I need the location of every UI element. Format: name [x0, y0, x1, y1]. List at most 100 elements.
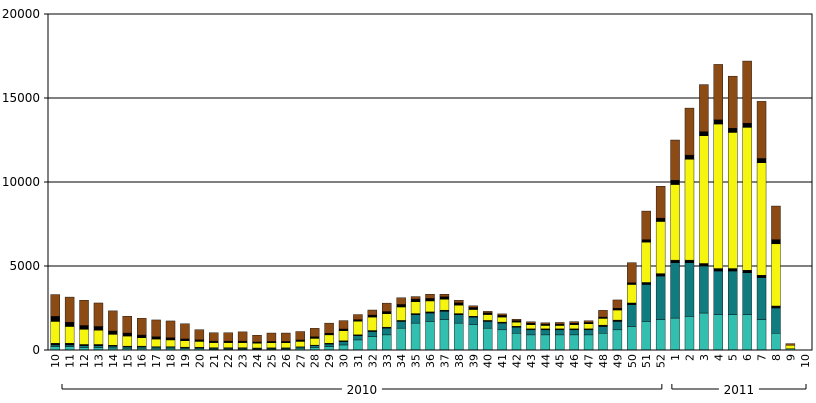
x-tick-label: 13	[92, 354, 105, 368]
bar-segment-s2	[497, 322, 507, 331]
bar-segment-s5	[713, 119, 723, 125]
x-tick-label: 3	[698, 354, 711, 361]
bar-segment-s2	[699, 265, 709, 314]
bar-segment-s5	[180, 338, 190, 341]
bar-segment-s1	[713, 314, 723, 351]
bar-segment-s5	[569, 323, 579, 325]
bar-segment-s4	[194, 341, 205, 348]
bar-segment-s2	[670, 262, 680, 319]
x-tick-label: 25	[265, 354, 278, 368]
y-tick-label: 5000	[9, 259, 40, 273]
bar-stack	[598, 310, 608, 351]
bar-segment-s4	[425, 300, 435, 313]
bar-segment-s2	[454, 314, 464, 324]
bar-stack	[79, 300, 89, 351]
bar-segment-s5	[151, 336, 161, 340]
bar-segment-s3	[699, 263, 709, 267]
bar-segment-s6	[468, 305, 478, 308]
bar-stack	[684, 107, 695, 351]
bar-segment-s3	[771, 305, 781, 309]
bar-segment-s4	[555, 325, 565, 330]
bar-segment-s5	[511, 320, 522, 323]
bar-segment-s4	[526, 324, 536, 330]
bar-segment-s1	[569, 334, 579, 351]
bar-segment-s1	[396, 327, 406, 351]
bar-segment-s5	[223, 340, 233, 343]
group-label-bg	[718, 381, 759, 397]
y-tick-label: 10000	[2, 175, 40, 189]
bar-segment-s5	[252, 341, 262, 344]
bar-segment-s2	[627, 304, 637, 327]
bar-segment-s3	[50, 343, 60, 346]
bar-stack	[93, 302, 104, 351]
bar-segment-s1	[50, 346, 60, 351]
bar-stack	[612, 299, 623, 351]
bar-segment-s5	[64, 322, 75, 327]
bar-segment-s6	[295, 331, 305, 341]
x-tick-label: 10	[49, 354, 62, 368]
bar-segment-s3	[93, 344, 104, 346]
bar-stack	[410, 296, 421, 351]
x-tick-label: 6	[741, 354, 754, 361]
bar-segment-s2	[64, 344, 75, 347]
bar-segment-s5	[410, 298, 421, 302]
bar-segment-s3	[627, 302, 637, 305]
bar-segment-s6	[237, 331, 248, 342]
bar-segment-s2	[309, 345, 320, 348]
bar-stack	[309, 328, 320, 351]
bar-segment-s4	[482, 314, 493, 321]
bar-segment-s4	[396, 306, 406, 321]
bar-segment-s4	[382, 313, 392, 328]
bar-segment-s6	[771, 205, 781, 240]
bar-segment-s2	[324, 343, 334, 347]
bar-segment-s3	[684, 259, 695, 263]
bar-segment-s4	[742, 127, 752, 271]
bar-segment-s6	[627, 262, 637, 284]
x-tick-label: 31	[352, 354, 365, 368]
bar-segment-s6	[324, 322, 334, 334]
bar-segment-s2	[540, 329, 551, 336]
bar-segment-s1	[324, 346, 334, 351]
bar-segment-s6	[684, 107, 695, 156]
bar-segment-s6	[396, 297, 406, 305]
x-tick-label: 52	[655, 354, 668, 368]
bar-segment-s3	[756, 275, 767, 278]
bar-segment-s5	[540, 323, 551, 326]
x-tick-label: 43	[525, 354, 538, 368]
bar-stack	[223, 332, 233, 351]
x-tick-label: 28	[309, 354, 322, 368]
bar-segment-s1	[641, 321, 651, 351]
bar-segment-s6	[540, 322, 551, 325]
bar-segment-s4	[497, 316, 507, 323]
bar-segment-s2	[79, 345, 89, 348]
bar-segment-s5	[266, 341, 277, 343]
bar-segment-s2	[526, 329, 536, 336]
bar-segment-s5	[136, 334, 147, 338]
bar-stack	[742, 60, 752, 351]
bar-segment-s4	[785, 345, 796, 349]
x-tick-label: 32	[366, 354, 379, 368]
x-tick-label: 11	[64, 354, 77, 368]
x-tick-label: 40	[482, 354, 495, 368]
bar-segment-s4	[122, 335, 132, 347]
bar-segment-s1	[583, 334, 594, 351]
bar-segment-s2	[713, 270, 723, 315]
bar-stack	[785, 343, 796, 351]
x-tick-label: 26	[280, 354, 293, 368]
bar-segment-s2	[771, 307, 781, 334]
bar-segment-s2	[367, 331, 378, 337]
bar-segment-s4	[713, 123, 723, 269]
x-tick-label: 34	[395, 354, 408, 368]
bar-segment-s5	[367, 314, 378, 318]
bar-segment-s4	[540, 325, 551, 330]
x-tick-label: 48	[597, 354, 610, 368]
bar-stack	[50, 294, 60, 351]
bar-segment-s6	[108, 310, 118, 332]
bar-segment-s5	[728, 128, 738, 133]
bar-segment-s4	[598, 318, 608, 326]
bar-segment-s1	[598, 333, 608, 351]
bar-segment-s4	[108, 334, 118, 346]
bar-segment-s6	[64, 296, 75, 323]
bar-segment-s4	[338, 330, 349, 341]
